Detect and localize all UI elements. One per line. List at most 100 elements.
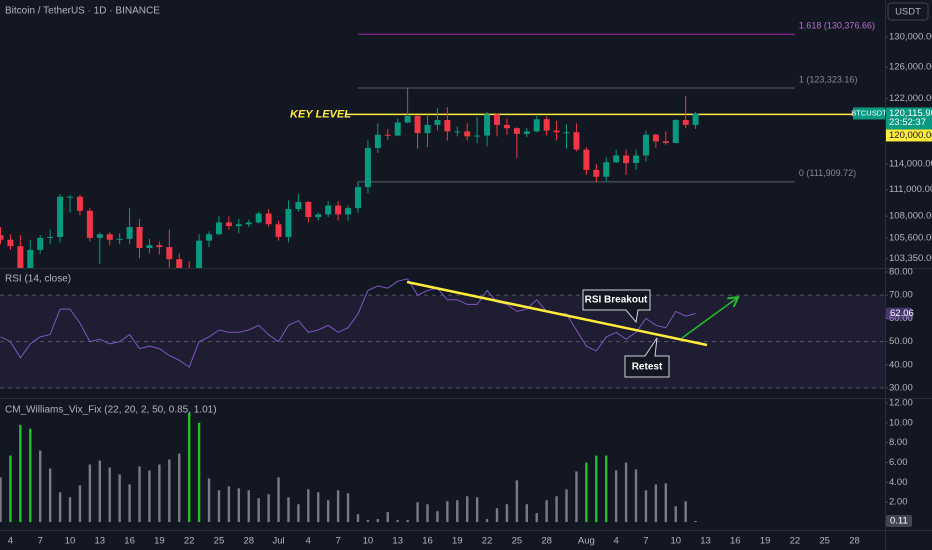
candle-body: [583, 149, 590, 170]
y-tick-label: 2.00: [889, 497, 908, 508]
x-tick-label: 28: [243, 536, 254, 547]
candle-body: [96, 234, 103, 238]
x-tick-label: 10: [363, 536, 374, 547]
vix-bar: [336, 490, 340, 523]
candle-body: [305, 201, 312, 218]
candle-body: [57, 196, 64, 237]
vix-bar: [406, 520, 409, 523]
candle-body: [235, 224, 242, 227]
candle-body: [613, 155, 620, 163]
vix-bar: [684, 501, 687, 523]
x-tick-label: Jul: [272, 536, 284, 547]
candle-body: [345, 208, 352, 215]
rsi-pane: [0, 278, 885, 389]
callout-box: [582, 289, 651, 324]
vix-bar: [585, 462, 588, 523]
vix-bar: [197, 422, 201, 523]
chart-title: Bitcoin / TetherUS · 1D · BINANCE: [5, 6, 160, 17]
vix-bar: [98, 460, 101, 523]
vix-bar: [386, 512, 389, 523]
vix-bar: [346, 493, 350, 523]
candle-body: [623, 155, 630, 164]
vix-bar: [466, 496, 469, 523]
currency[interactable]: USDT: [895, 7, 921, 18]
y-tick-label: 108,000.00: [889, 211, 932, 222]
candle-body: [672, 120, 679, 143]
candle-body: [404, 115, 411, 123]
candle-body: [642, 134, 649, 156]
current-value: 0.11: [890, 515, 908, 526]
fib-label: 1 (123,323.16): [799, 74, 858, 84]
x-tick-label: 16: [422, 536, 433, 547]
candle-body: [285, 209, 292, 237]
symbol-tag: [853, 107, 885, 120]
x-tick-label: 28: [541, 536, 552, 547]
key-level-tag: [886, 129, 932, 142]
x-tick-label: 16: [124, 536, 135, 547]
price-pane: 1.618 (130,376.66) 1 (123,323.16) 0 (111,9…: [0, 21, 885, 268]
candle-body: [275, 224, 282, 237]
vix-bar: [168, 459, 171, 523]
vix-bar: [207, 478, 211, 523]
candle-body: [444, 120, 451, 132]
candle-body: [166, 247, 173, 260]
y-tick-label: 70.00: [889, 290, 913, 301]
vix-bar: [178, 453, 181, 523]
vix-bar: [267, 494, 270, 523]
vix-bar: [39, 450, 42, 523]
x-tick-label: 25: [214, 536, 225, 547]
vix-bar: [58, 492, 62, 523]
candle-body: [692, 113, 699, 125]
candle-body: [27, 249, 34, 268]
candle-body: [484, 114, 491, 136]
candle-body: [17, 246, 24, 268]
vix-bar: [237, 488, 241, 523]
candle-body: [315, 214, 322, 218]
candle-body: [364, 147, 371, 188]
y-tick-label: 105,600.00: [889, 232, 932, 243]
candle-body: [424, 124, 431, 134]
vix-bar: [495, 508, 499, 523]
vix-bar: [614, 470, 618, 523]
candle-body: [394, 122, 401, 136]
vix-bar: [634, 469, 638, 523]
candle-body: [662, 141, 669, 143]
candle-body: [0, 235, 4, 240]
vix-bar: [148, 470, 151, 523]
candle-body: [454, 131, 461, 133]
vix-bar: [138, 466, 141, 523]
vix-bar: [88, 464, 92, 523]
rsi-line: [0, 278, 696, 368]
candle-body: [325, 205, 332, 215]
vix-bar: [19, 424, 22, 523]
vix-bar: [426, 504, 429, 523]
y-tick-label: 103,350.00: [889, 253, 932, 264]
candle-body: [414, 115, 421, 134]
candle-body: [553, 130, 560, 133]
vix-bar: [555, 496, 558, 523]
price-tag: [886, 107, 932, 130]
vix-bar: [436, 511, 439, 523]
vix-bar: [29, 428, 32, 523]
vix-bar: [227, 486, 231, 523]
candle-body: [494, 114, 500, 125]
x-tick-label: Aug: [578, 536, 595, 547]
currency-box[interactable]: [887, 2, 929, 21]
y-tick-label: 111,000.00: [889, 184, 932, 195]
x-tick-label: 16: [730, 536, 741, 547]
candle-body: [146, 245, 153, 249]
x-tick-label: 25: [819, 536, 830, 547]
symbol-tag-text: BTCUSDT: [851, 108, 887, 117]
candle-body: [196, 240, 203, 268]
vix-title: CM_Williams_Vix_Fix (22, 20, 2, 50, 0.85…: [5, 405, 217, 416]
x-tick-label: 10: [65, 536, 76, 547]
y-tick-label: 6.00: [889, 457, 908, 468]
x-tick-label: 19: [760, 536, 771, 547]
vix-bar: [575, 471, 578, 523]
candle-body: [47, 236, 54, 238]
candle-body: [335, 205, 342, 215]
current-value-tag: [886, 514, 912, 527]
vix-bar: [624, 462, 628, 523]
